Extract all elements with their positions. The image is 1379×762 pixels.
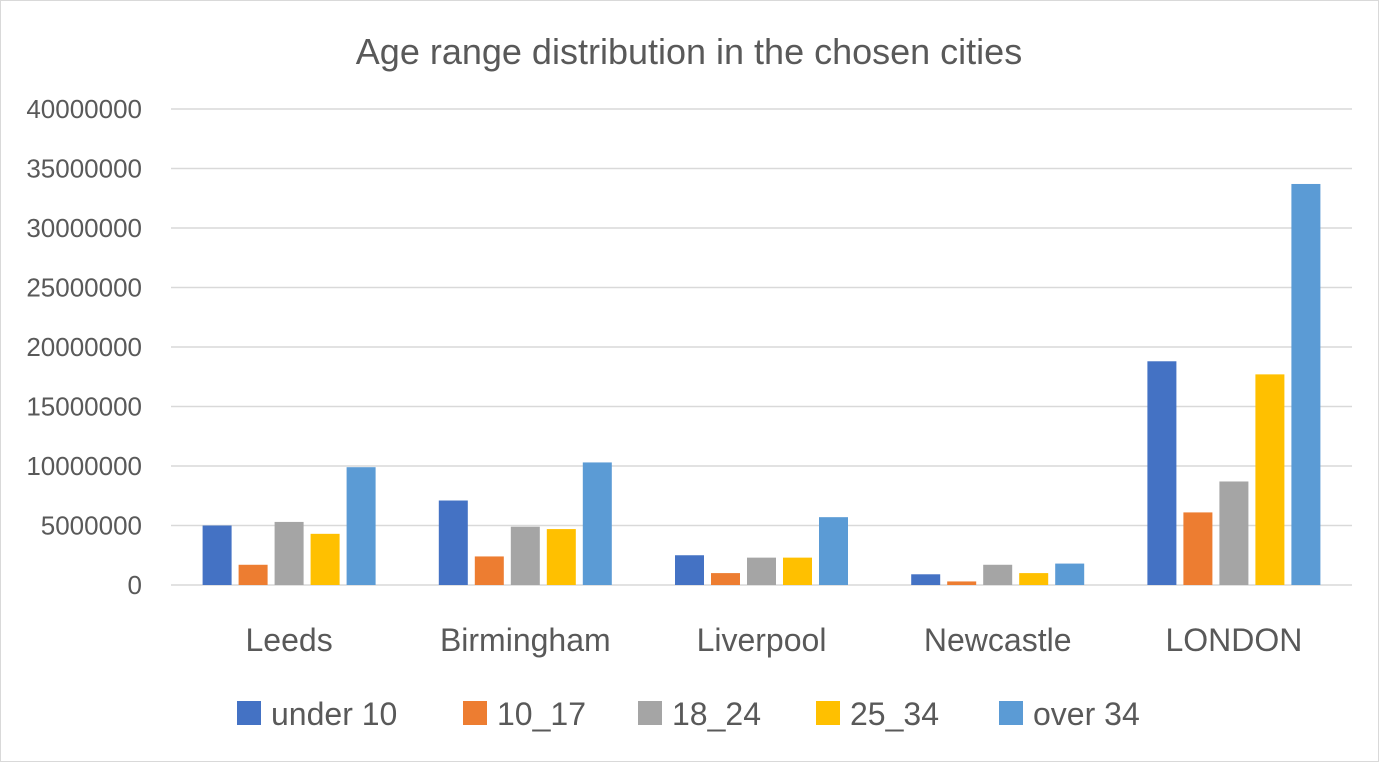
chart-title: Age range distribution in the chosen cit… (356, 31, 1022, 72)
legend-label: 25_34 (850, 696, 939, 732)
x-category-label: LONDON (1165, 622, 1302, 658)
bar (474, 556, 504, 585)
bar (983, 564, 1013, 585)
bar (1183, 512, 1213, 585)
x-category-label: Birmingham (440, 622, 611, 658)
bar (1055, 563, 1085, 585)
bar (819, 517, 848, 585)
x-axis-categories: Leeds Birmingham Liverpool Newcastle LONDON (246, 622, 1303, 658)
y-tick-label: 30000000 (26, 213, 142, 243)
legend-label: 10_17 (497, 696, 586, 732)
bar (510, 526, 540, 585)
bar (310, 533, 340, 585)
y-tick-label: 0 (128, 570, 142, 600)
legend-label: over 34 (1033, 696, 1140, 732)
x-category-label: Liverpool (697, 622, 827, 658)
bar (747, 557, 776, 585)
y-tick-label: 15000000 (26, 392, 142, 422)
bar (1019, 573, 1049, 585)
y-tick-label: 35000000 (26, 154, 142, 184)
bar (911, 574, 941, 585)
bar (202, 525, 232, 585)
bar (947, 581, 977, 585)
bar (711, 573, 740, 585)
legend-label: under 10 (271, 696, 397, 732)
y-tick-label: 40000000 (26, 94, 142, 124)
bar-series (202, 183, 1321, 585)
bar (238, 564, 268, 585)
bar (346, 467, 376, 585)
y-axis-ticks: 0 5000000 10000000 15000000 20000000 25000000… (26, 94, 142, 600)
bar (1255, 374, 1285, 585)
legend-swatch (237, 701, 261, 725)
bar (1291, 183, 1321, 585)
legend-swatch (463, 701, 487, 725)
bar (675, 555, 704, 585)
bar (1219, 481, 1249, 585)
y-tick-label: 25000000 (26, 273, 142, 303)
bar (582, 462, 612, 585)
legend: under 10 10_17 18_24 25_34 over 34 (237, 696, 1140, 732)
y-tick-label: 20000000 (26, 332, 142, 362)
y-tick-label: 5000000 (41, 511, 142, 541)
bar (783, 557, 812, 585)
x-category-label: Leeds (246, 622, 333, 658)
legend-swatch (999, 701, 1023, 725)
bar (546, 529, 576, 585)
y-tick-label: 10000000 (26, 451, 142, 481)
bar (438, 500, 468, 585)
x-category-label: Newcastle (924, 622, 1072, 658)
bar (274, 521, 304, 585)
legend-swatch (816, 701, 840, 725)
legend-label: 18_24 (672, 696, 761, 732)
legend-swatch (638, 701, 662, 725)
bar (1147, 361, 1177, 585)
